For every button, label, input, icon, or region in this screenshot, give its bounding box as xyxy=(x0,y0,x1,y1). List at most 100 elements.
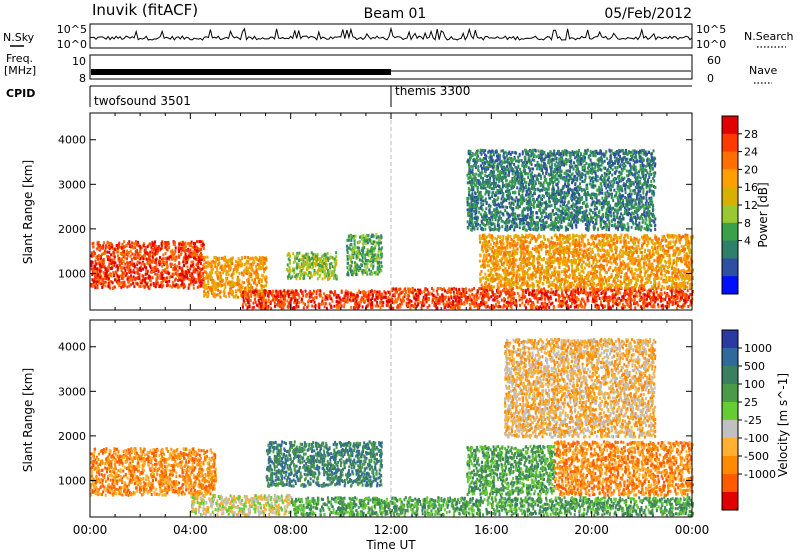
range-gate-cell xyxy=(465,291,468,294)
range-gate-cell xyxy=(673,295,676,299)
range-gate-cell xyxy=(255,270,258,274)
range-gate-cell xyxy=(293,291,296,295)
range-gate-cell xyxy=(379,266,382,270)
range-gate-cell xyxy=(539,290,542,294)
range-gate-cell xyxy=(597,305,600,309)
range-gate-cell xyxy=(111,245,114,249)
range-gate-cell xyxy=(452,299,454,303)
range-gate-cell xyxy=(574,296,577,299)
range-gate-cell xyxy=(457,298,460,302)
range-gate-cell xyxy=(413,296,416,300)
range-gate-cell xyxy=(138,277,141,281)
range-gate-cell xyxy=(622,296,625,300)
range-gate-cell xyxy=(364,253,367,257)
range-gate-cell xyxy=(291,267,294,271)
range-gate-cell xyxy=(440,299,443,303)
range-gate-cell xyxy=(633,297,636,301)
range-gate-cell xyxy=(640,257,643,261)
range-gate-cell xyxy=(628,287,631,291)
range-gate-cell xyxy=(298,301,300,305)
range-gate-cell xyxy=(689,292,692,296)
range-gate-cell xyxy=(679,296,682,300)
range-gate-cell xyxy=(186,260,189,264)
range-gate-cell xyxy=(449,290,452,293)
range-gate-cell xyxy=(561,291,563,295)
range-gate-cell xyxy=(144,272,147,276)
range-gate-cell xyxy=(172,268,175,272)
range-gate-cell xyxy=(129,249,132,253)
range-gate-cell xyxy=(189,242,192,246)
range-gate-cell xyxy=(360,253,363,257)
range-gate-cell xyxy=(110,274,113,278)
range-gate-cell xyxy=(124,283,127,287)
range-gate-cell xyxy=(397,293,400,297)
range-gate-cell xyxy=(516,291,519,295)
range-gate-cell xyxy=(132,281,135,285)
range-gate-cell xyxy=(159,276,162,280)
range-gate-cell xyxy=(302,276,305,280)
range-gate-cell xyxy=(614,296,617,300)
range-gate-cell xyxy=(348,254,351,258)
range-gate-cell xyxy=(254,294,257,298)
range-gate-cell xyxy=(296,262,299,266)
range-gate-cell xyxy=(645,237,648,241)
range-gate-cell xyxy=(249,257,252,261)
range-gate-cell xyxy=(120,253,123,257)
range-gate-cell xyxy=(164,245,167,249)
range-gate-cell xyxy=(334,273,337,277)
range-gate-cell xyxy=(631,292,634,295)
range-gate-cell xyxy=(530,292,533,296)
range-gate-cell xyxy=(481,291,484,294)
range-gate-cell xyxy=(486,305,489,309)
range-gate-cell xyxy=(408,294,411,298)
range-gate-cell xyxy=(406,294,409,297)
range-gate-cell xyxy=(393,293,396,296)
range-gate-cell xyxy=(401,299,404,303)
range-gate-cell xyxy=(133,253,136,256)
range-gate-cell xyxy=(320,302,323,306)
range-gate-cell xyxy=(577,292,580,296)
range-gate-cell xyxy=(148,257,151,261)
range-gate-cell xyxy=(156,273,159,277)
range-gate-cell xyxy=(674,289,677,293)
range-gate-cell xyxy=(257,299,260,302)
range-gate-cell xyxy=(593,244,596,248)
range-gate-cell xyxy=(98,247,101,251)
range-gate-cell xyxy=(151,276,154,280)
range-gate-cell xyxy=(259,290,262,293)
range-gate-cell xyxy=(182,260,185,264)
range-gate-cell xyxy=(282,304,285,308)
range-gate-cell xyxy=(532,286,534,290)
range-gate-cell xyxy=(310,295,313,299)
range-gate-cell xyxy=(355,273,358,276)
range-gate-cell xyxy=(491,304,494,308)
range-gate-cell xyxy=(366,252,369,256)
range-gate-cell xyxy=(460,302,463,306)
range-gate-cell xyxy=(471,288,474,292)
range-gate-cell xyxy=(259,284,262,288)
range-gate-cell xyxy=(651,246,654,249)
range-gate-cell xyxy=(103,249,106,253)
range-gate-cell xyxy=(289,254,291,258)
cpid-segment-label: twofsound 3501 xyxy=(94,94,191,108)
range-gate-cell xyxy=(242,302,245,306)
range-gate-cell xyxy=(671,289,674,293)
range-gate-cell xyxy=(426,305,429,309)
range-gate-cell xyxy=(513,234,516,238)
range-gate-cell xyxy=(591,272,593,276)
range-gate-cell xyxy=(220,265,223,269)
range-gate-cell xyxy=(605,259,608,263)
range-gate-cell xyxy=(534,292,537,296)
range-gate-cell xyxy=(144,246,147,250)
range-gate-cell xyxy=(95,262,98,266)
range-gate-cell xyxy=(628,250,631,254)
range-gate-cell xyxy=(103,265,106,269)
range-gate-cell xyxy=(484,304,487,308)
range-gate-cell xyxy=(550,240,553,244)
range-gate-cell xyxy=(538,252,541,256)
range-gate-cell xyxy=(577,287,579,290)
range-gate-cell xyxy=(276,299,279,303)
range-gate-cell xyxy=(629,293,632,297)
range-gate-cell xyxy=(551,291,553,295)
range-gate-cell xyxy=(212,284,215,288)
